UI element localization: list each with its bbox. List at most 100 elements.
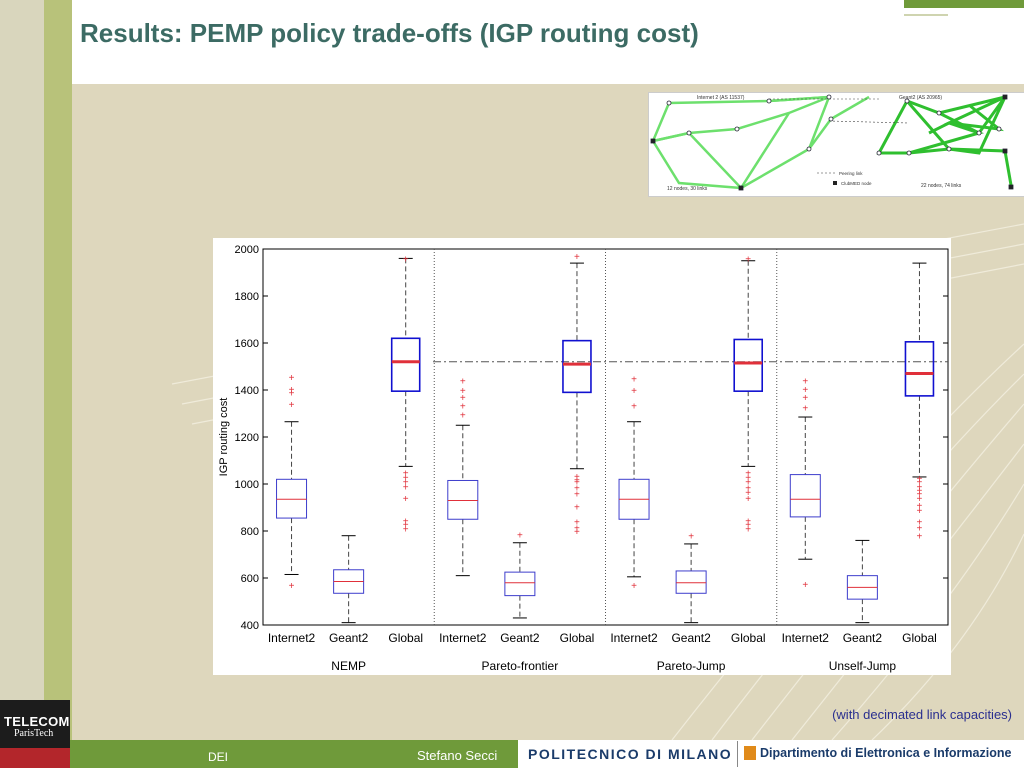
outlier-marker: + [574,484,580,495]
footer-author: Stefano Secci [417,748,498,763]
left-decoration-strip [0,0,44,740]
outlier-marker: + [917,494,923,505]
x-tick-label: Internet2 [268,631,316,645]
department-arrow-icon [744,746,756,760]
outlier-marker: + [403,473,409,484]
box [789,474,821,518]
outlier-marker: + [574,523,580,534]
x-tick-label: Internet2 [439,631,487,645]
outlier-marker: + [917,501,923,512]
group-label: NEMP [331,659,366,673]
left-accent-strip [44,0,72,740]
header-accent-bar [904,0,1024,8]
x-tick-label: Geant2 [671,631,711,645]
y-tick-label: 800 [241,526,259,538]
outlier-marker: + [802,385,808,396]
slide-title: Results: PEMP policy trade-offs (IGP rou… [80,18,699,48]
outlier-marker: + [574,527,580,538]
outlier-marker: + [403,520,409,531]
outlier-marker: + [289,373,295,384]
outlier-marker: + [917,482,923,493]
outlier-marker: + [802,393,808,404]
outlier-marker: + [917,474,923,485]
x-tick-label: Internet2 [782,631,830,645]
outlier-marker: + [460,393,466,404]
x-tick-label: Global [388,631,423,645]
topology-left-count: 12 nodes, 30 links [667,186,708,192]
header-divider [904,14,948,16]
outlier-marker: + [745,468,751,479]
geant2-links [876,95,1013,186]
outlier-marker: + [403,468,409,479]
x-tick-label: Geant2 [329,631,369,645]
outlier-marker: + [460,377,466,388]
group-label: Pareto-Jump [657,659,726,673]
outlier-marker: + [574,478,580,489]
outlier-marker: + [917,486,923,497]
outlier-marker: + [745,473,751,484]
box [504,571,536,597]
outlier-marker: + [289,388,295,399]
outlier-marker: + [745,488,751,499]
outlier-marker: + [745,525,751,536]
outlier-marker: + [574,518,580,529]
network-topology-image: Internet 2 (AS 11537) Geant2 (AS 20965) [648,92,1024,197]
outlier-marker: + [745,478,751,489]
department-name: Dipartimento di Elettronica e Informazio… [760,746,1012,760]
plot-frame [262,248,949,626]
outlier-marker: + [289,581,295,592]
outlier-marker: + [403,482,409,493]
outlier-marker: + [574,252,580,263]
x-tick-label: Internet2 [610,631,658,645]
y-tick-label: 1200 [235,432,259,444]
capacity-note: (with decimated link capacities) [832,707,1012,722]
outlier-marker: + [460,401,466,412]
x-tick-label: Global [560,631,595,645]
box [390,337,421,392]
outlier-marker: + [289,400,295,411]
outlier-marker: + [631,401,637,412]
topology-right-label: Geant2 (AS 20965) [899,95,942,101]
outlier-marker: + [574,472,580,483]
outlier-marker: + [631,374,637,385]
outlier-marker: + [403,525,409,536]
box [904,341,935,397]
outlier-marker: + [917,489,923,500]
box [276,478,308,519]
y-tick-label: 600 [241,573,259,585]
outlier-marker: + [745,484,751,495]
legend-peering-link: Peering link [839,171,863,176]
telecom-paristech-logo: TELECOM ParisTech [0,700,70,768]
outlier-marker: + [289,385,295,396]
outlier-marker: + [574,489,580,500]
y-tick-label: 1000 [235,479,259,491]
outlier-marker: + [403,478,409,489]
legend-clubmed-node: ClubMED node [841,181,872,186]
outlier-marker: + [745,520,751,531]
outlier-marker: + [802,580,808,591]
x-tick-label: Geant2 [843,631,883,645]
outlier-marker: + [745,516,751,527]
outlier-marker: + [917,518,923,529]
outlier-marker: + [574,475,580,486]
polimi-logo-text: POLITECNICO DI MILANO [528,746,733,762]
outlier-marker: + [460,411,466,422]
slide-header [72,0,1024,84]
y-tick-label: 1800 [235,291,259,303]
footer-dei-label: DEI [208,750,229,764]
outlier-marker: + [403,516,409,527]
boxplot-svg: 400 600 800 1000 1200 1400 1600 1800 2000 IGP rou… [218,244,949,673]
footer-divider [737,741,738,767]
x-tick-label: Global [902,631,937,645]
y-tick-label: 2000 [235,244,259,256]
outlier-marker: + [574,502,580,513]
box [733,338,764,392]
y-tick-label: 1400 [235,385,259,397]
outlier-marker: + [745,494,751,505]
boxplot-chart: 400 600 800 1000 1200 1400 1600 1800 2000 IGP rou… [213,238,951,675]
outlier-marker: + [917,523,923,534]
box [447,479,479,520]
outlier-marker: + [517,531,523,542]
box [675,570,707,594]
internet2-links [650,95,870,191]
